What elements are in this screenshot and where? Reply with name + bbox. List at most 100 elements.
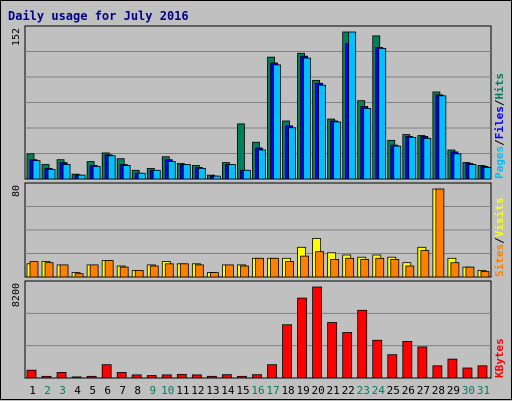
bar-kbytes-day-30: [462, 367, 473, 379]
bar-sites-day-14: [225, 264, 234, 278]
bar-kbytes-day-23: [357, 309, 368, 379]
day-label-19: 19: [296, 384, 309, 397]
bar-kbytes-day-22: [342, 332, 353, 379]
day-label-17: 17: [266, 384, 279, 397]
bar-kbytes-day-4: [71, 376, 82, 379]
day-label-21: 21: [327, 384, 340, 397]
bar-pages-day-28: [438, 95, 447, 180]
ymax-label-sites: 80: [11, 185, 22, 197]
bar-pages-day-25: [393, 145, 402, 180]
bar-kbytes-day-14: [222, 374, 232, 379]
bar-kbytes-day-27: [417, 346, 428, 379]
legend-entry: /: [493, 139, 506, 146]
bar-kbytes-day-15: [237, 375, 247, 379]
legend-entry: /: [493, 99, 506, 106]
day-label-3: 3: [59, 384, 66, 397]
bar-pages-day-10: [167, 161, 176, 180]
day-label-12: 12: [191, 384, 204, 397]
bar-sites-day-18: [285, 261, 294, 278]
bar-pages-day-16: [258, 149, 266, 180]
bar-kbytes-day-19: [297, 297, 307, 379]
bar-pages-day-22: [348, 31, 357, 180]
bar-sites-day-10: [164, 263, 174, 278]
bar-sites-day-21: [330, 258, 340, 278]
bar-pages-day-29: [453, 153, 462, 180]
bar-kbytes-day-25: [387, 354, 398, 379]
bar-sites-day-15: [240, 265, 249, 278]
bar-pages-day-14: [228, 164, 236, 180]
bar-pages-day-19: [303, 57, 311, 180]
day-label-5: 5: [89, 384, 96, 397]
day-label-26: 26: [402, 384, 415, 397]
bar-pages-day-2: [47, 168, 56, 180]
bar-sites-day-30: [465, 266, 475, 278]
day-label-25: 25: [387, 384, 400, 397]
bar-sites-day-6: [104, 260, 114, 278]
bar-pages-day-3: [62, 164, 71, 180]
bar-sites-day-27: [420, 250, 430, 278]
bar-pages-day-1: [32, 160, 41, 180]
legend-entry: Files: [493, 106, 506, 139]
bar-kbytes-day-20: [312, 286, 323, 379]
legend-entry: /: [493, 237, 506, 244]
day-label-6: 6: [104, 384, 111, 397]
bar-kbytes-day-31: [477, 365, 488, 379]
bar-pages-day-21: [333, 121, 342, 180]
bar-pages-day-24: [378, 48, 387, 180]
legend-entry: KBytes: [493, 338, 506, 378]
bar-sites-day-2: [44, 262, 54, 278]
bar-sites-day-8: [134, 269, 144, 278]
bar-pages-day-20: [318, 84, 327, 180]
bar-kbytes-day-8: [131, 374, 142, 379]
bar-sites-day-9: [149, 265, 159, 278]
bar-pages-day-15: [243, 169, 251, 180]
day-label-2: 2: [44, 384, 51, 397]
bar-kbytes-day-18: [282, 324, 292, 379]
bar-kbytes-day-29: [447, 358, 458, 379]
bar-kbytes-day-6: [101, 364, 112, 379]
bar-pages-day-27: [423, 137, 432, 180]
bar-sites-day-5: [89, 264, 99, 278]
day-label-30: 30: [462, 384, 475, 397]
bar-sites-day-16: [255, 257, 264, 278]
bar-sites-day-3: [59, 264, 69, 278]
bar-pages-day-6: [107, 155, 116, 180]
day-label-13: 13: [206, 384, 219, 397]
bar-pages-day-9: [152, 169, 161, 180]
bar-kbytes-day-17: [267, 364, 277, 379]
bar-kbytes-day-11: [176, 374, 187, 379]
day-label-24: 24: [372, 384, 386, 397]
bar-pages-day-31: [483, 166, 492, 180]
bar-kbytes-day-16: [252, 374, 262, 379]
bar-kbytes-day-10: [161, 374, 172, 379]
ymax-label-hits: 152: [11, 28, 22, 46]
bar-pages-day-13: [212, 175, 221, 180]
bar-kbytes-day-12: [191, 374, 202, 379]
bar-sites-day-28: [435, 188, 445, 278]
day-label-4: 4: [74, 384, 81, 397]
day-label-28: 28: [432, 384, 445, 397]
day-label-14: 14: [221, 384, 235, 397]
bar-sites-day-26: [405, 265, 415, 278]
bar-kbytes-day-3: [56, 372, 67, 379]
bar-sites-day-23: [360, 258, 370, 278]
legend-entry: Pages: [493, 146, 506, 179]
legend-sites: Sites/Visits: [493, 198, 506, 278]
legend-hits: Pages/Files/Hits: [493, 73, 506, 179]
bar-pages-day-11: [182, 164, 191, 180]
day-label-9: 9: [149, 384, 156, 397]
bar-kbytes-day-1: [26, 369, 37, 379]
bar-sites-day-12: [194, 264, 204, 278]
day-label-23: 23: [357, 384, 370, 397]
bar-sites-day-4: [74, 273, 84, 278]
day-label-31: 31: [477, 384, 490, 397]
day-label-29: 29: [447, 384, 460, 397]
legend-entry: Visits: [493, 198, 506, 238]
day-label-22: 22: [342, 384, 355, 397]
day-label-16: 16: [251, 384, 264, 397]
bar-sites-day-24: [375, 257, 385, 278]
bar-sites-day-7: [119, 266, 129, 278]
bar-kbytes-day-28: [432, 365, 443, 379]
